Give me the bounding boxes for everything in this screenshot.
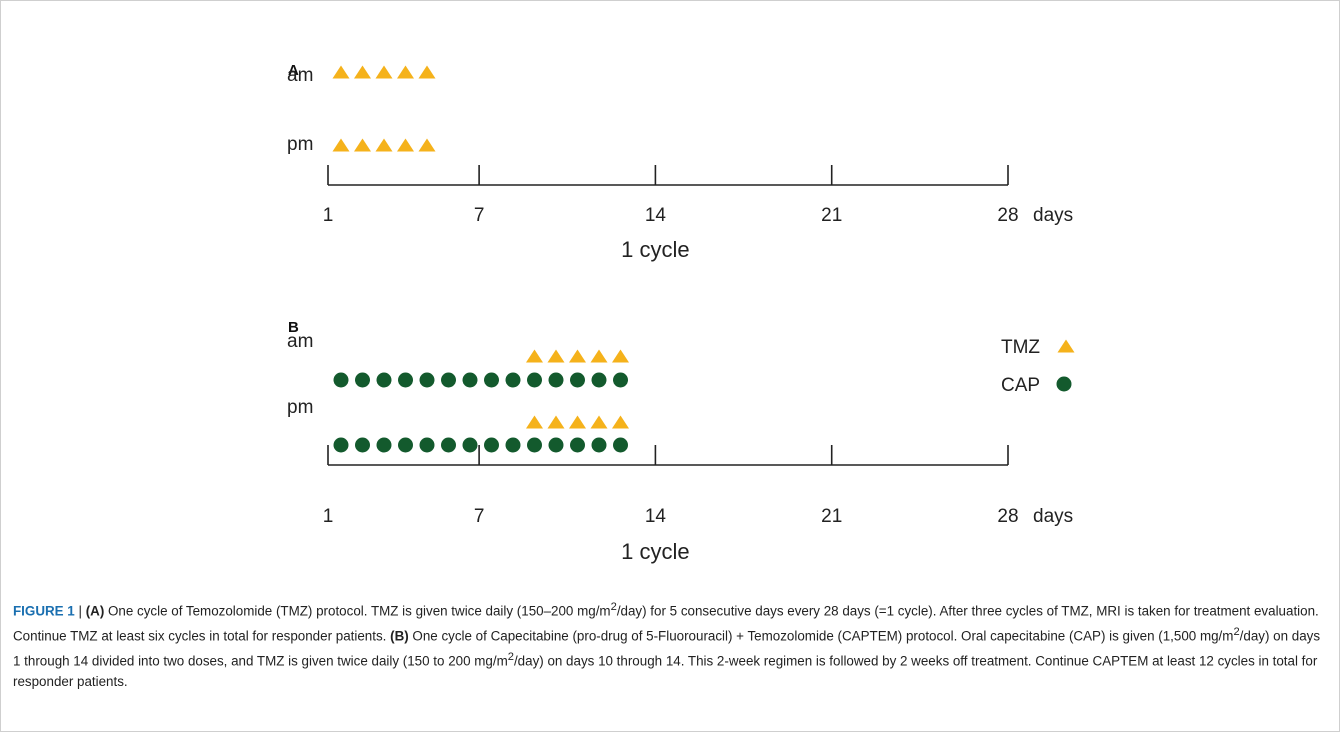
panel-a-label: A bbox=[288, 62, 299, 79]
treatment-schedule-figure: Aam pm 1 7 14 21 28 days 1 cycle Bam pm 1 7 14 21 28 day… bbox=[287, 62, 1075, 564]
tmz-dose-marker-a-pm-day-2 bbox=[354, 138, 371, 152]
legend-label-cap: CAP bbox=[1001, 375, 1040, 396]
legend-triangle-icon bbox=[1057, 339, 1075, 353]
panel-a-tick-label-21: 21 bbox=[821, 205, 842, 226]
caption-sup-a: 2 bbox=[610, 601, 617, 613]
tmz-dose-marker-b-am-day-13 bbox=[590, 349, 608, 363]
cap-dose-marker-b-am-day-10 bbox=[527, 372, 542, 388]
caption-sup-b1: 2 bbox=[1233, 625, 1240, 638]
panel-b-row-am-label: am bbox=[287, 331, 313, 352]
cap-dose-marker-b-pm-day-6 bbox=[441, 437, 456, 453]
tmz-dose-marker-b-pm-day-13 bbox=[590, 415, 608, 429]
cap-dose-marker-b-pm-day-5 bbox=[419, 437, 435, 453]
caption-text-b2: /day) on days 1 through 14 divided into … bbox=[13, 628, 1321, 669]
cap-dose-marker-b-pm-day-1 bbox=[333, 437, 349, 453]
tmz-dose-marker-b-am-day-11 bbox=[547, 349, 565, 363]
caption-sup-b2: 2 bbox=[507, 650, 514, 663]
cap-dose-marker-b-pm-day-10 bbox=[527, 437, 542, 453]
caption-panel-b-ref: (B) bbox=[390, 628, 409, 644]
cap-dose-marker-b-am-day-9 bbox=[505, 372, 521, 388]
figure-caption: FIGURE 1 | (A) One cycle of Temozolomide… bbox=[13, 597, 1331, 692]
tmz-dose-marker-b-pm-day-14 bbox=[612, 415, 629, 429]
cap-dose-marker-b-am-day-13 bbox=[591, 372, 607, 388]
cap-dose-marker-b-am-day-5 bbox=[419, 372, 435, 388]
cap-dose-marker-b-pm-day-4 bbox=[398, 437, 413, 453]
cap-dose-marker-b-am-day-12 bbox=[570, 372, 585, 388]
cap-dose-marker-b-am-day-7 bbox=[462, 372, 478, 388]
cap-dose-marker-b-pm-day-14 bbox=[613, 437, 628, 453]
tmz-dose-marker-b-pm-day-10 bbox=[526, 415, 543, 429]
cap-dose-marker-b-am-day-8 bbox=[484, 372, 499, 388]
panel-a-row-am-label: am bbox=[287, 65, 313, 86]
panel-b-tick-label-7: 7 bbox=[474, 506, 485, 527]
panel-b-axis-unit: days bbox=[1033, 506, 1073, 527]
panel-b-tick-label-21: 21 bbox=[821, 506, 842, 527]
panel-b-row-pm-label: pm bbox=[287, 397, 313, 418]
tmz-dose-marker-b-pm-day-11 bbox=[547, 415, 565, 429]
panel-a-row-pm-label: pm bbox=[287, 134, 313, 155]
panel-a-cycle-label: 1 cycle bbox=[621, 237, 689, 262]
tmz-dose-marker-a-pm-day-1 bbox=[332, 138, 350, 152]
cap-dose-marker-b-am-day-14 bbox=[613, 372, 628, 388]
cap-dose-marker-b-pm-day-7 bbox=[462, 437, 478, 453]
cap-dose-marker-b-am-day-6 bbox=[441, 372, 456, 388]
cap-dose-marker-b-pm-day-13 bbox=[591, 437, 607, 453]
cap-dose-marker-b-pm-day-12 bbox=[570, 437, 585, 453]
legend-circle-icon bbox=[1056, 376, 1072, 392]
cap-dose-marker-b-am-day-11 bbox=[548, 372, 564, 388]
caption-figure-label: FIGURE 1 bbox=[13, 603, 75, 619]
caption-text-b1: One cycle of Capecitabine (pro-drug of 5… bbox=[408, 628, 1234, 644]
tmz-dose-marker-a-pm-day-5 bbox=[418, 138, 436, 152]
panel-b-tick-label-14: 14 bbox=[645, 506, 667, 527]
caption-text-a2: /day) for 5 consecutive days every 28 da… bbox=[13, 603, 1319, 644]
tmz-dose-marker-b-am-day-12 bbox=[569, 349, 586, 363]
cap-dose-marker-b-am-day-3 bbox=[376, 372, 392, 388]
cap-dose-marker-b-am-day-4 bbox=[398, 372, 413, 388]
tmz-dose-marker-b-am-day-10 bbox=[526, 349, 543, 363]
legend-label-tmz: TMZ bbox=[1001, 337, 1040, 358]
caption-text-a1: One cycle of Temozolomide (TMZ) protocol… bbox=[104, 603, 611, 619]
caption-separator: | bbox=[74, 603, 86, 619]
cap-dose-marker-b-am-day-1 bbox=[333, 372, 349, 388]
panel-b-cycle-label: 1 cycle bbox=[621, 539, 689, 564]
tmz-dose-marker-a-am-day-2 bbox=[354, 65, 371, 79]
panel-a-axis-unit: days bbox=[1033, 205, 1073, 226]
caption-text-b3: /day) on days 10 through 14. This 2-week… bbox=[13, 653, 1318, 689]
cap-dose-marker-b-pm-day-2 bbox=[355, 437, 370, 453]
tmz-dose-marker-a-am-day-4 bbox=[397, 65, 414, 79]
tmz-dose-marker-a-am-day-3 bbox=[375, 65, 393, 79]
panel-a-tick-label-28: 28 bbox=[997, 205, 1018, 226]
tmz-dose-marker-b-am-day-14 bbox=[612, 349, 629, 363]
caption-panel-a-ref: (A) bbox=[85, 603, 105, 619]
cap-dose-marker-b-pm-day-11 bbox=[548, 437, 564, 453]
tmz-dose-marker-a-am-day-5 bbox=[418, 65, 436, 79]
tmz-dose-marker-b-pm-day-12 bbox=[569, 415, 586, 429]
cap-dose-marker-b-pm-day-9 bbox=[505, 437, 521, 453]
panel-b-tick-label-1: 1 bbox=[323, 506, 334, 527]
panel-b-label: B bbox=[288, 319, 299, 336]
panel-a-tick-label-14: 14 bbox=[645, 205, 667, 226]
panel-b-tick-label-28: 28 bbox=[997, 506, 1018, 527]
cap-dose-marker-b-pm-day-8 bbox=[484, 437, 499, 453]
cap-dose-marker-b-am-day-2 bbox=[355, 372, 370, 388]
cap-dose-marker-b-pm-day-3 bbox=[376, 437, 392, 453]
tmz-dose-marker-a-pm-day-4 bbox=[397, 138, 414, 152]
tmz-dose-marker-a-am-day-1 bbox=[332, 65, 350, 79]
tmz-dose-marker-a-pm-day-3 bbox=[375, 138, 393, 152]
panel-a-tick-label-7: 7 bbox=[474, 205, 485, 226]
panel-a-tick-label-1: 1 bbox=[323, 205, 334, 226]
